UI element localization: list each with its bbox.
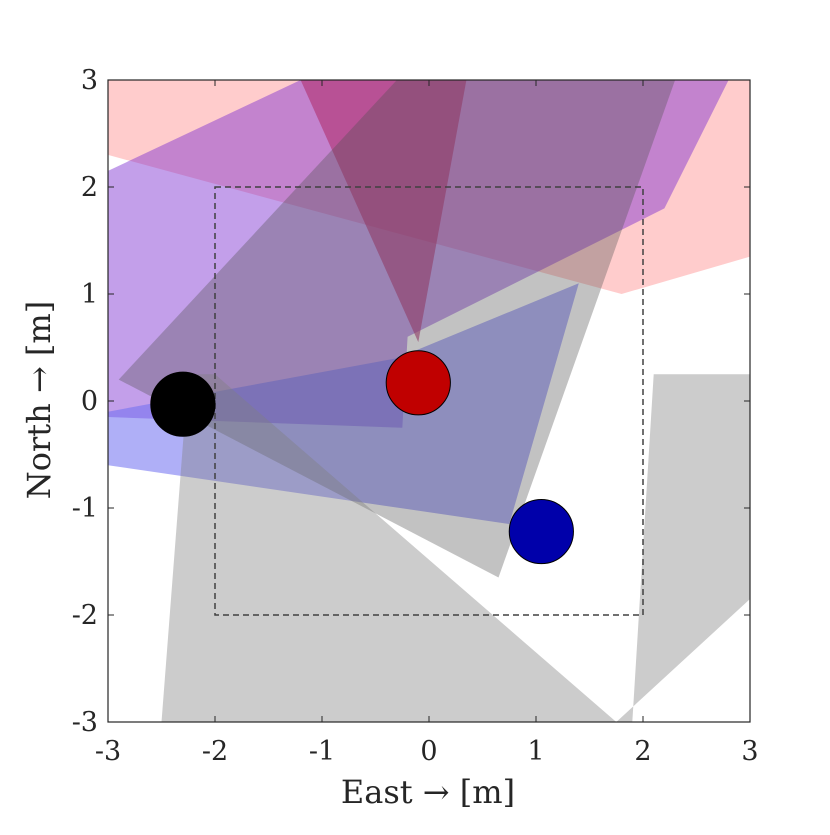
y-tick-label: 2	[81, 172, 98, 203]
x-axis-label: East → [m]	[341, 773, 515, 811]
robot-marker-2	[385, 350, 451, 416]
x-tick-label: -1	[309, 736, 335, 767]
coverage-region-3	[300, 80, 467, 343]
y-tick-label: -1	[72, 493, 98, 524]
coverage-region-4	[108, 283, 579, 524]
x-tick-label: -3	[95, 736, 121, 767]
coverage-region-6	[161, 374, 750, 722]
y-tick-label: -2	[72, 600, 98, 631]
x-tick-label: 0	[420, 736, 437, 767]
ticks-group: -3 -2 -1 0 1 2 3 -3 -2 -1 0 1 2 3	[72, 65, 759, 767]
boundary-box-group	[214, 186, 644, 616]
x-tick-label: 1	[527, 736, 544, 767]
x-tick-label: 3	[741, 736, 758, 767]
y-tick-label: 0	[81, 386, 98, 417]
y-tick-label: 1	[81, 279, 98, 310]
y-tick-label: -3	[72, 707, 98, 738]
boundary-box	[214, 186, 644, 616]
y-axis-label: North → [m]	[20, 301, 58, 500]
x-tick-label: 2	[634, 736, 651, 767]
x-tick-label: -2	[202, 736, 228, 767]
robot-marker-1	[150, 371, 216, 437]
y-tick-label: 3	[81, 65, 98, 96]
coverage-region-5	[118, 80, 676, 578]
robot-marker-3	[508, 498, 574, 565]
robot-markers	[150, 350, 574, 565]
